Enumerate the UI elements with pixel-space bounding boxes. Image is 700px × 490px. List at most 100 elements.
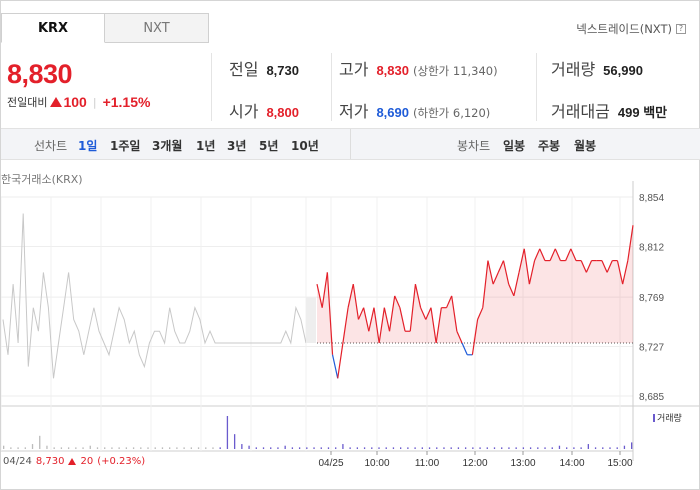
candle-chart-label[interactable]: 봉차트	[457, 139, 491, 153]
price-segment	[445, 295, 453, 308]
volume-bar	[212, 447, 214, 449]
volume-bar	[205, 447, 207, 449]
change-percent: +1.15%	[102, 94, 151, 110]
volume-bar	[197, 447, 200, 449]
x-tick-label: 12:00	[462, 458, 487, 469]
price-segment	[513, 272, 520, 297]
price-segment	[585, 260, 593, 273]
price-segment	[508, 283, 515, 297]
prev-change-pct: (+0.23%)	[97, 456, 146, 467]
volume-legend-label: 거래량	[657, 414, 682, 424]
tab-nxt[interactable]: NXT	[105, 13, 209, 43]
divider	[536, 53, 537, 121]
volume-bar	[515, 447, 517, 449]
period-3m[interactable]: 3개월	[152, 139, 183, 153]
price-segment	[357, 307, 365, 320]
period-5y[interactable]: 5년	[259, 139, 279, 153]
divider: |	[92, 95, 97, 109]
tab-krx[interactable]: KRX	[1, 13, 105, 43]
stat-prev-close: 전일 8,730	[229, 56, 299, 80]
volume-bar	[313, 447, 315, 449]
x-tick-label: 13:00	[510, 458, 535, 469]
volume-bar	[421, 447, 423, 449]
x-tick-label: 04/25	[318, 458, 343, 469]
volume-bar	[284, 445, 286, 449]
stat-value: 499 백만	[617, 105, 668, 120]
volume-bar	[392, 447, 395, 449]
price-segment	[342, 307, 349, 344]
x-tick-label: 14:00	[559, 458, 584, 469]
volume-bar	[349, 447, 351, 449]
up-area	[317, 225, 633, 344]
price-segment	[534, 248, 541, 261]
price-segment	[326, 272, 334, 355]
volume-bar	[104, 447, 106, 449]
price-segment	[492, 272, 499, 285]
price-segment	[316, 284, 323, 308]
volume-bar	[241, 444, 243, 449]
divider	[331, 53, 332, 121]
nxt-link-label[interactable]: 넥스트레이드(NXT)	[576, 22, 672, 36]
stat-value: 8,830	[376, 63, 409, 78]
price-segment	[331, 354, 339, 379]
y-tick-label: 8,854	[639, 193, 664, 204]
volume-bar	[183, 447, 185, 449]
stat-label: 거래대금	[551, 102, 610, 121]
volume-bar	[501, 447, 503, 449]
volume-bar	[306, 447, 308, 449]
volume-bar	[53, 447, 55, 449]
volume-bar	[89, 445, 91, 449]
price-segment	[487, 260, 494, 285]
divider	[350, 129, 351, 159]
volume-bar	[255, 447, 257, 449]
period-1d[interactable]: 1일	[78, 139, 98, 153]
help-icon[interactable]: ?	[676, 24, 686, 34]
price-segment	[565, 248, 572, 261]
volume-bar	[616, 447, 618, 449]
volume-bar	[96, 447, 99, 449]
volume-bar	[132, 447, 135, 449]
up-arrow-icon	[68, 458, 77, 465]
stat-label: 전일	[229, 60, 259, 79]
period-1w[interactable]: 1주일	[110, 139, 141, 153]
price-segment	[549, 248, 556, 261]
volume-bar	[378, 447, 380, 449]
period-3y[interactable]: 3년	[227, 139, 247, 153]
x-tick-label: 15:00	[607, 458, 632, 469]
price-segment	[477, 307, 484, 320]
price-segment	[523, 248, 530, 285]
candle-daily[interactable]: 일봉	[503, 139, 526, 153]
candle-weekly[interactable]: 주봉	[538, 139, 561, 153]
price-segment	[363, 307, 370, 332]
price-segment	[347, 284, 354, 308]
candle-monthly[interactable]: 월봉	[574, 139, 597, 153]
price-segment	[388, 295, 396, 332]
price-segment	[622, 260, 629, 285]
prev-day-summary: 04/24 8,730 20 (+0.23%)	[3, 456, 145, 467]
nxt-link[interactable]: 넥스트레이드(NXT) ?	[576, 21, 686, 37]
volume-bar	[479, 447, 481, 449]
volume-bar	[428, 447, 431, 449]
period-10y[interactable]: 10년	[291, 139, 319, 153]
price-segment	[420, 307, 427, 320]
volume-bar	[169, 447, 171, 449]
period-1y[interactable]: 1년	[196, 139, 216, 153]
stat-open: 시가 8,800	[229, 98, 299, 122]
volume-bar	[277, 447, 279, 449]
volume-bar	[262, 447, 265, 449]
exchange-label: 한국거래소(KRX)	[1, 173, 83, 186]
price-chart[interactable]: 8,854 8,812 8,769 8,727 8,685 04/25 10:00 11:00…	[1, 181, 700, 490]
volume-bar	[623, 445, 626, 449]
volume-bar	[75, 447, 77, 449]
volume-bar	[3, 445, 5, 449]
volume-bar	[385, 447, 387, 449]
market-tabs: KRX NXT	[1, 13, 209, 43]
volume-bar	[508, 447, 510, 449]
x-tick-label: 10:00	[364, 458, 389, 469]
line-chart-label[interactable]: 선차트	[34, 139, 68, 153]
y-tick-label: 8,727	[639, 343, 664, 354]
stat-label: 시가	[229, 102, 259, 121]
price-segment	[497, 260, 505, 273]
volume-bar	[371, 447, 373, 449]
